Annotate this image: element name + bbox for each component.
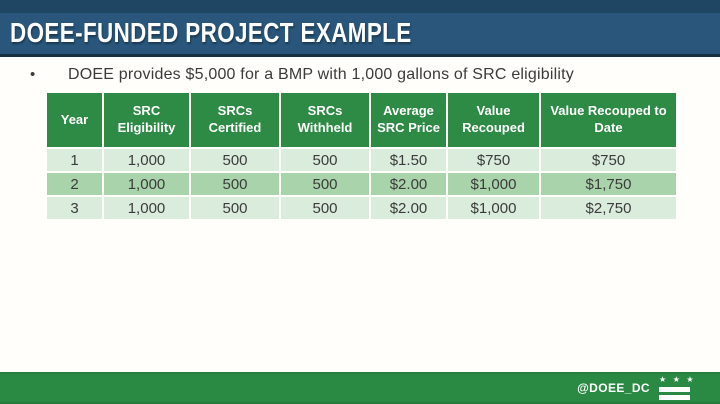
table-row: 3 1,000 500 500 $2.00 $1,000 $2,750: [45, 195, 678, 221]
table-cell: 3: [45, 195, 104, 221]
table-cell: 1: [45, 147, 104, 173]
dc-flag-icon: ★ ★ ★: [659, 375, 696, 400]
table-cell: 500: [279, 195, 371, 221]
table-cell: 500: [189, 195, 281, 221]
bullet-text: DOEE provides $5,000 for a BMP with 1,00…: [68, 66, 574, 83]
twitter-handle: @DOEE_DC: [577, 381, 650, 395]
table-cell: $1,000: [446, 195, 541, 221]
table-cell: $2,750: [539, 195, 678, 221]
title-bar: DOEE-FUNDED PROJECT EXAMPLE: [0, 0, 720, 57]
flag-bar-bottom: [659, 395, 690, 400]
table-cell: $1,750: [539, 171, 678, 197]
table-cell: $1,000: [446, 171, 541, 197]
results-table: Year SRC Eligibility SRCs Certified SRCs…: [45, 91, 678, 221]
column-header-value-recouped: Value Recouped: [446, 91, 541, 149]
table-cell: $750: [539, 147, 678, 173]
table-cell: 2: [45, 171, 104, 197]
table-header-row: Year SRC Eligibility SRCs Certified SRCs…: [45, 91, 678, 149]
column-header-srcs-certified: SRCs Certified: [189, 91, 281, 149]
page-title: DOEE-FUNDED PROJECT EXAMPLE: [10, 17, 412, 48]
column-header-srcs-withheld: SRCs Withheld: [279, 91, 371, 149]
table-cell: 500: [189, 147, 281, 173]
footer-bar: @DOEE_DC ★ ★ ★: [0, 372, 720, 404]
table-cell: 500: [189, 171, 281, 197]
table-row: 2 1,000 500 500 $2.00 $1,000 $1,750: [45, 171, 678, 197]
bullet-marker: •: [30, 66, 36, 83]
column-header-average-src-price: Average SRC Price: [369, 91, 448, 149]
table-cell: 500: [279, 147, 371, 173]
column-header-src-eligibility: SRC Eligibility: [102, 91, 191, 149]
column-header-year: Year: [45, 91, 104, 149]
table-cell: 1,000: [102, 171, 191, 197]
table-cell: 500: [279, 171, 371, 197]
column-header-value-recouped-to-date: Value Recouped to Date: [539, 91, 678, 149]
flag-stars: ★ ★ ★: [659, 375, 696, 384]
table-cell: 1,000: [102, 195, 191, 221]
table-cell: 1,000: [102, 147, 191, 173]
table-cell: $1.50: [369, 147, 448, 173]
table-cell: $750: [446, 147, 541, 173]
table-cell: $2.00: [369, 195, 448, 221]
flag-bar-top: [659, 387, 690, 392]
table-row: 1 1,000 500 500 $1.50 $750 $750: [45, 147, 678, 173]
bullet-item: • DOEE provides $5,000 for a BMP with 1,…: [30, 63, 700, 87]
table-cell: $2.00: [369, 171, 448, 197]
